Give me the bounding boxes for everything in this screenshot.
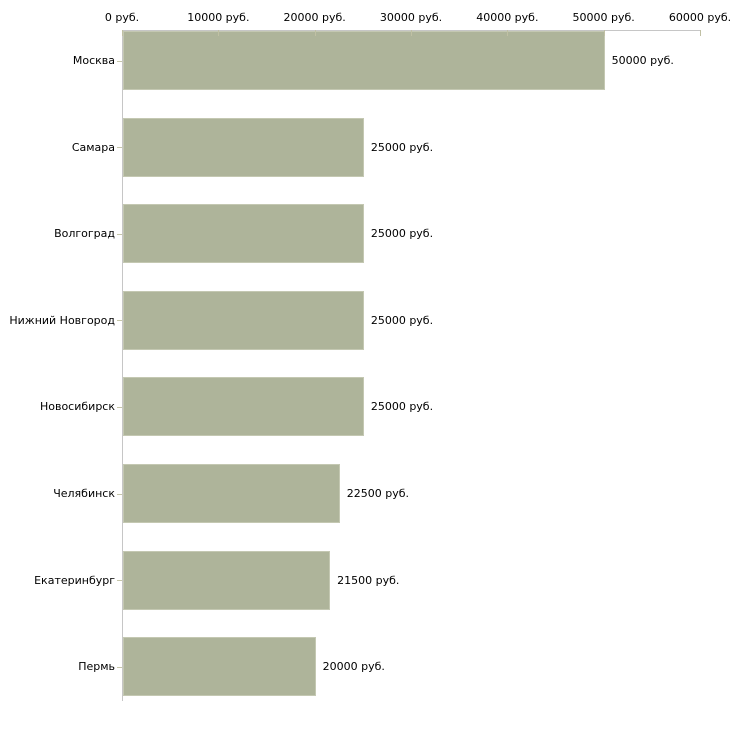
value-label: 25000 руб. — [370, 313, 434, 327]
x-axis-tick-mark — [315, 30, 316, 36]
y-axis-tick-mark — [117, 320, 122, 321]
x-axis-tick-label: 10000 руб. — [187, 11, 250, 24]
y-axis-tick-mark — [117, 667, 122, 668]
x-axis-tick-label: 0 руб. — [104, 11, 140, 24]
x-axis-tick-label: 50000 руб. — [572, 11, 635, 24]
value-label: 22500 руб. — [346, 487, 410, 500]
category-label: Самара — [71, 140, 115, 154]
bar-1 — [123, 117, 364, 177]
value-label: 25000 руб. — [370, 140, 434, 154]
x-axis-tick-label: 20000 руб. — [283, 11, 346, 24]
category-label: Екатеринбург — [34, 573, 115, 587]
bar-0 — [123, 31, 605, 90]
y-axis-line — [122, 30, 123, 701]
value-label: 20000 руб. — [322, 660, 385, 674]
y-axis-tick-mark — [117, 580, 122, 581]
x-axis-tick-label: 60000 руб. — [668, 11, 730, 24]
bar-7 — [123, 637, 316, 697]
category-label: Волгоград — [54, 227, 115, 241]
y-axis-tick-mark — [117, 494, 122, 495]
bar-6 — [123, 550, 331, 610]
x-axis-tick-label: 40000 руб. — [476, 11, 539, 24]
y-axis-tick-mark — [117, 407, 122, 408]
category-label: Москва — [72, 54, 115, 67]
x-axis-tick-mark — [507, 30, 508, 36]
category-label: Нижний Новгород — [9, 313, 115, 327]
bar-5 — [123, 464, 340, 523]
x-axis-tick-mark — [122, 30, 123, 36]
x-axis-tick-mark — [218, 30, 219, 36]
value-label: 50000 руб. — [611, 54, 674, 67]
y-axis-tick-mark — [117, 61, 122, 62]
value-label: 25000 руб. — [370, 400, 434, 414]
x-axis-tick-mark — [411, 30, 412, 36]
x-axis-tick-mark — [700, 30, 701, 36]
y-axis-tick-mark — [117, 234, 122, 235]
y-axis-tick-mark — [117, 147, 122, 148]
category-label: Челябинск — [53, 487, 115, 500]
x-axis-tick-label: 30000 руб. — [379, 11, 443, 24]
bar-3 — [123, 290, 364, 350]
x-axis-tick-mark — [604, 30, 605, 36]
value-label: 21500 руб. — [337, 573, 400, 587]
category-label: Пермь — [78, 660, 115, 674]
bar-4 — [123, 377, 364, 437]
value-label: 25000 руб. — [370, 227, 434, 241]
category-label: Новосибирск — [39, 400, 115, 414]
bar-2 — [123, 204, 364, 264]
